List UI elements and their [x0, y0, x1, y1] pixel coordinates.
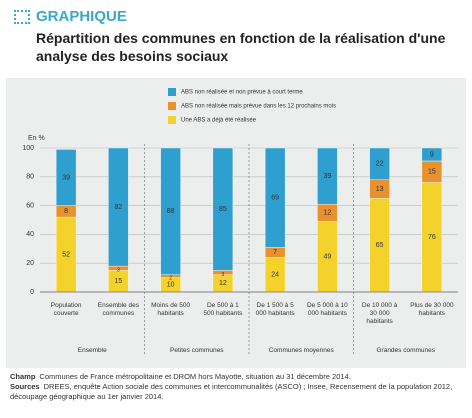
value-label: 24	[271, 272, 279, 279]
x-tick-label: De 10 000 à 30 000 habitants	[361, 302, 398, 325]
y-tick-label: 20	[26, 260, 34, 267]
legend-label: ABS non réalisée mais prévue dans les 12…	[181, 104, 336, 110]
y-tick-label: 60	[26, 202, 34, 209]
bar-segment	[317, 147, 338, 205]
x-tick-label: Population couverte	[50, 302, 82, 317]
legend-swatch	[168, 102, 176, 110]
group-label: Petites communes	[170, 347, 224, 354]
bar-segment	[264, 147, 286, 248]
icon	[14, 10, 30, 24]
note-text: DREES, enquête Action sociale des commun…	[10, 382, 453, 401]
value-label: 39	[323, 173, 331, 180]
value-label: 82	[114, 204, 122, 211]
note: Champ Communes de France métropolitaine e…	[10, 372, 465, 382]
value-label: 2	[169, 275, 172, 281]
value-label: 39	[62, 174, 70, 181]
value-label: 12	[323, 210, 331, 217]
note-text: Communes de France métropolitaine et DRO…	[39, 372, 351, 381]
value-label: 13	[376, 186, 384, 193]
value-label: 69	[271, 195, 279, 202]
value-label: 7	[273, 249, 277, 256]
value-label: 22	[376, 161, 384, 168]
value-label: 15	[428, 169, 436, 176]
bar-segment	[55, 149, 77, 206]
value-label: 8	[64, 208, 68, 215]
value-label: 65	[376, 242, 384, 249]
x-tick-label: De 1 500 à 5 000 habitants	[255, 302, 295, 317]
note-label: Sources	[10, 382, 40, 391]
value-label: 3	[117, 268, 120, 274]
value-label: 12	[219, 280, 227, 287]
bar-segment	[160, 147, 181, 275]
group-label: Ensemble	[77, 347, 107, 354]
notes: Champ Communes de France métropolitaine e…	[10, 372, 465, 402]
header: GRAPHIQUE Répartition des communes en fo…	[14, 8, 464, 65]
legend-label: ABS non réalisée et non prévue à court t…	[181, 90, 303, 96]
bar-segment	[421, 147, 443, 162]
y-axis-label: En %	[28, 135, 45, 142]
legend-label: Une ABS a déjà été réalisée	[181, 118, 257, 124]
legend-swatch	[168, 88, 176, 96]
value-label: 9	[430, 151, 434, 158]
y-tick-label: 40	[26, 231, 34, 238]
value-label: 85	[219, 206, 227, 213]
y-tick-label: 80	[26, 174, 34, 181]
value-label: 15	[114, 278, 122, 285]
x-tick-label: Moins de 500 habitants	[151, 302, 191, 317]
bar-segment	[108, 147, 129, 267]
x-tick-label: De 500 à 1 500 habitants	[203, 302, 243, 317]
x-tick-label: Ensemble des communes	[97, 302, 139, 317]
value-label: 76	[428, 234, 436, 241]
value-label: 88	[167, 208, 175, 215]
group-label: Communes moyennes	[268, 347, 334, 354]
note-label: Champ	[10, 372, 36, 381]
bar-segment	[369, 147, 390, 180]
legend-swatch	[168, 116, 176, 124]
group-label: Grandes communes	[376, 347, 436, 354]
chart-title: Répartition des communes en fonction de …	[36, 30, 446, 64]
value-label: 52	[62, 251, 70, 258]
value-label: 10	[167, 282, 175, 289]
value-label: 49	[323, 254, 331, 261]
value-label: 3	[221, 272, 224, 278]
bar-segment	[212, 147, 234, 271]
y-tick-label: 0	[30, 289, 34, 296]
x-tick-label: Plus de 30 000 habitants	[410, 302, 454, 317]
header-label: GRAPHIQUE	[36, 8, 127, 25]
y-tick-label: 100	[22, 145, 34, 152]
note: Sources DREES, enquête Action sociale des…	[10, 382, 465, 402]
x-tick-label: De 5 000 à 10 000 habitants	[306, 302, 348, 317]
